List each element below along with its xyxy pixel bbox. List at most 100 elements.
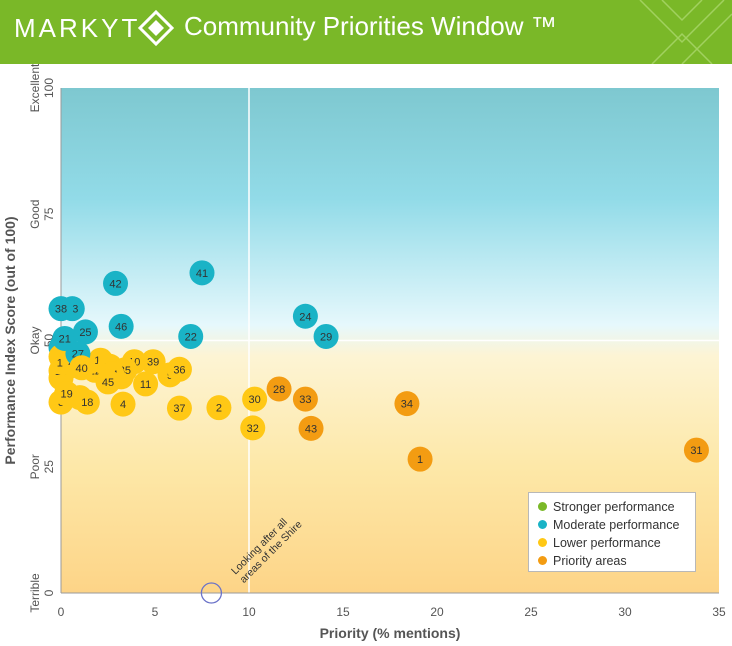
x-tick-label: 30 [618,605,632,619]
data-point-label: 40 [76,363,88,375]
legend-dot-icon [538,556,547,566]
data-point-2: 2 [206,395,232,421]
data-point-19: 19 [54,381,80,407]
data-point-label: 18 [81,397,93,409]
data-point-marker [72,319,98,345]
data-point-label: 38 [55,304,67,316]
legend-item-lower: Lower performance [538,534,695,552]
legend-label: Priority areas [553,554,627,568]
data-point-label: 42 [109,278,121,290]
x-tick-label: 25 [524,605,538,619]
data-point-40: 40 [69,355,95,381]
page-title: Community Priorities Window ™ [184,11,557,41]
data-point-46: 46 [108,313,134,339]
data-point-28: 28 [266,376,292,402]
x-tick-label: 35 [712,605,726,619]
data-point-18: 18 [74,389,100,415]
data-point-38: 38 [48,296,74,322]
data-point-marker [298,415,324,441]
data-point-marker [407,446,433,472]
data-point-marker [313,323,339,349]
data-point-25: 25 [72,319,98,345]
data-point-36: 36 [166,356,192,382]
data-point-42: 42 [103,270,129,296]
data-point-label: 24 [299,311,311,323]
data-point-label: 22 [185,331,197,343]
data-point-label: 45 [102,377,114,389]
data-point-marker [166,356,192,382]
data-point-29: 29 [313,323,339,349]
data-point-label: 32 [247,423,259,435]
data-point-marker [166,395,192,421]
data-point-marker [74,389,100,415]
data-point-label: 39 [147,357,159,369]
data-point-marker [133,371,159,397]
data-point-37: 37 [166,395,192,421]
legend-item-moderate: Moderate performance [538,516,695,534]
data-point-marker [54,381,80,407]
data-point-marker [95,369,121,395]
data-point-label: 19 [61,389,73,401]
data-point-32: 32 [240,415,266,441]
data-point-1: 1 [407,446,433,472]
y-tick-label: 75 [42,207,56,221]
data-point-label: 4 [120,399,126,411]
data-point-label: 31 [690,445,702,457]
data-point-33: 33 [292,386,318,412]
diamond-logo-icon [138,10,174,46]
data-point-label: 46 [115,321,127,333]
y-band-label: Excellent [28,64,42,112]
data-point-label: 28 [273,384,285,396]
y-tick-label: 100 [42,78,56,98]
x-tick-label: 5 [152,605,159,619]
data-point-label: 1 [417,454,423,466]
data-point-marker [242,386,268,412]
data-point-label: 21 [59,333,71,345]
data-point-label: 36 [173,364,185,376]
x-tick-label: 15 [336,605,350,619]
decorative-lines-icon [639,0,732,64]
chart-legend: Stronger performance Moderate performanc… [528,492,696,572]
y-band-label: Good [28,200,42,229]
y-tick-label: 0 [42,589,56,596]
legend-label: Moderate performance [553,518,680,532]
x-tick-label: 0 [58,605,65,619]
data-point-41: 41 [189,260,215,286]
data-point-marker [110,391,136,417]
data-point-marker [69,355,95,381]
data-point-marker [48,296,74,322]
y-band-label: Okay [28,326,42,354]
legend-dot-icon [538,538,547,548]
data-point-label: 25 [79,327,91,339]
data-point-39: 39 [140,349,166,375]
data-point-24: 24 [292,303,318,329]
legend-dot-icon [538,520,547,530]
x-axis-label: Priority (% mentions) [320,625,461,641]
data-point-34: 34 [394,391,420,417]
data-point-marker [240,415,266,441]
data-point-marker [178,323,204,349]
legend-item-priority: Priority areas [538,552,695,570]
legend-label: Lower performance [553,536,661,550]
data-point-marker [103,270,129,296]
y-tick-label: 25 [42,460,56,474]
data-point-label: 41 [196,268,208,280]
legend-item-stronger: Stronger performance [538,498,695,516]
legend-label: Stronger performance [553,500,675,514]
data-point-11: 11 [133,371,159,397]
data-point-label: 11 [140,379,151,391]
annotation-marker [200,582,223,604]
data-point-marker [292,386,318,412]
data-point-marker [140,349,166,375]
data-point-30: 30 [242,386,268,412]
data-point-marker [189,260,215,286]
data-point-label: 34 [401,399,413,411]
data-point-label: 37 [173,403,185,415]
data-point-43: 43 [298,415,324,441]
data-point-label: 2 [216,403,222,415]
y-axis-label: Performance Index Score (out of 100) [2,216,18,464]
data-point-marker [683,437,709,463]
data-point-label: 43 [305,423,317,435]
data-point-31: 31 [683,437,709,463]
data-point-label: 30 [249,394,261,406]
